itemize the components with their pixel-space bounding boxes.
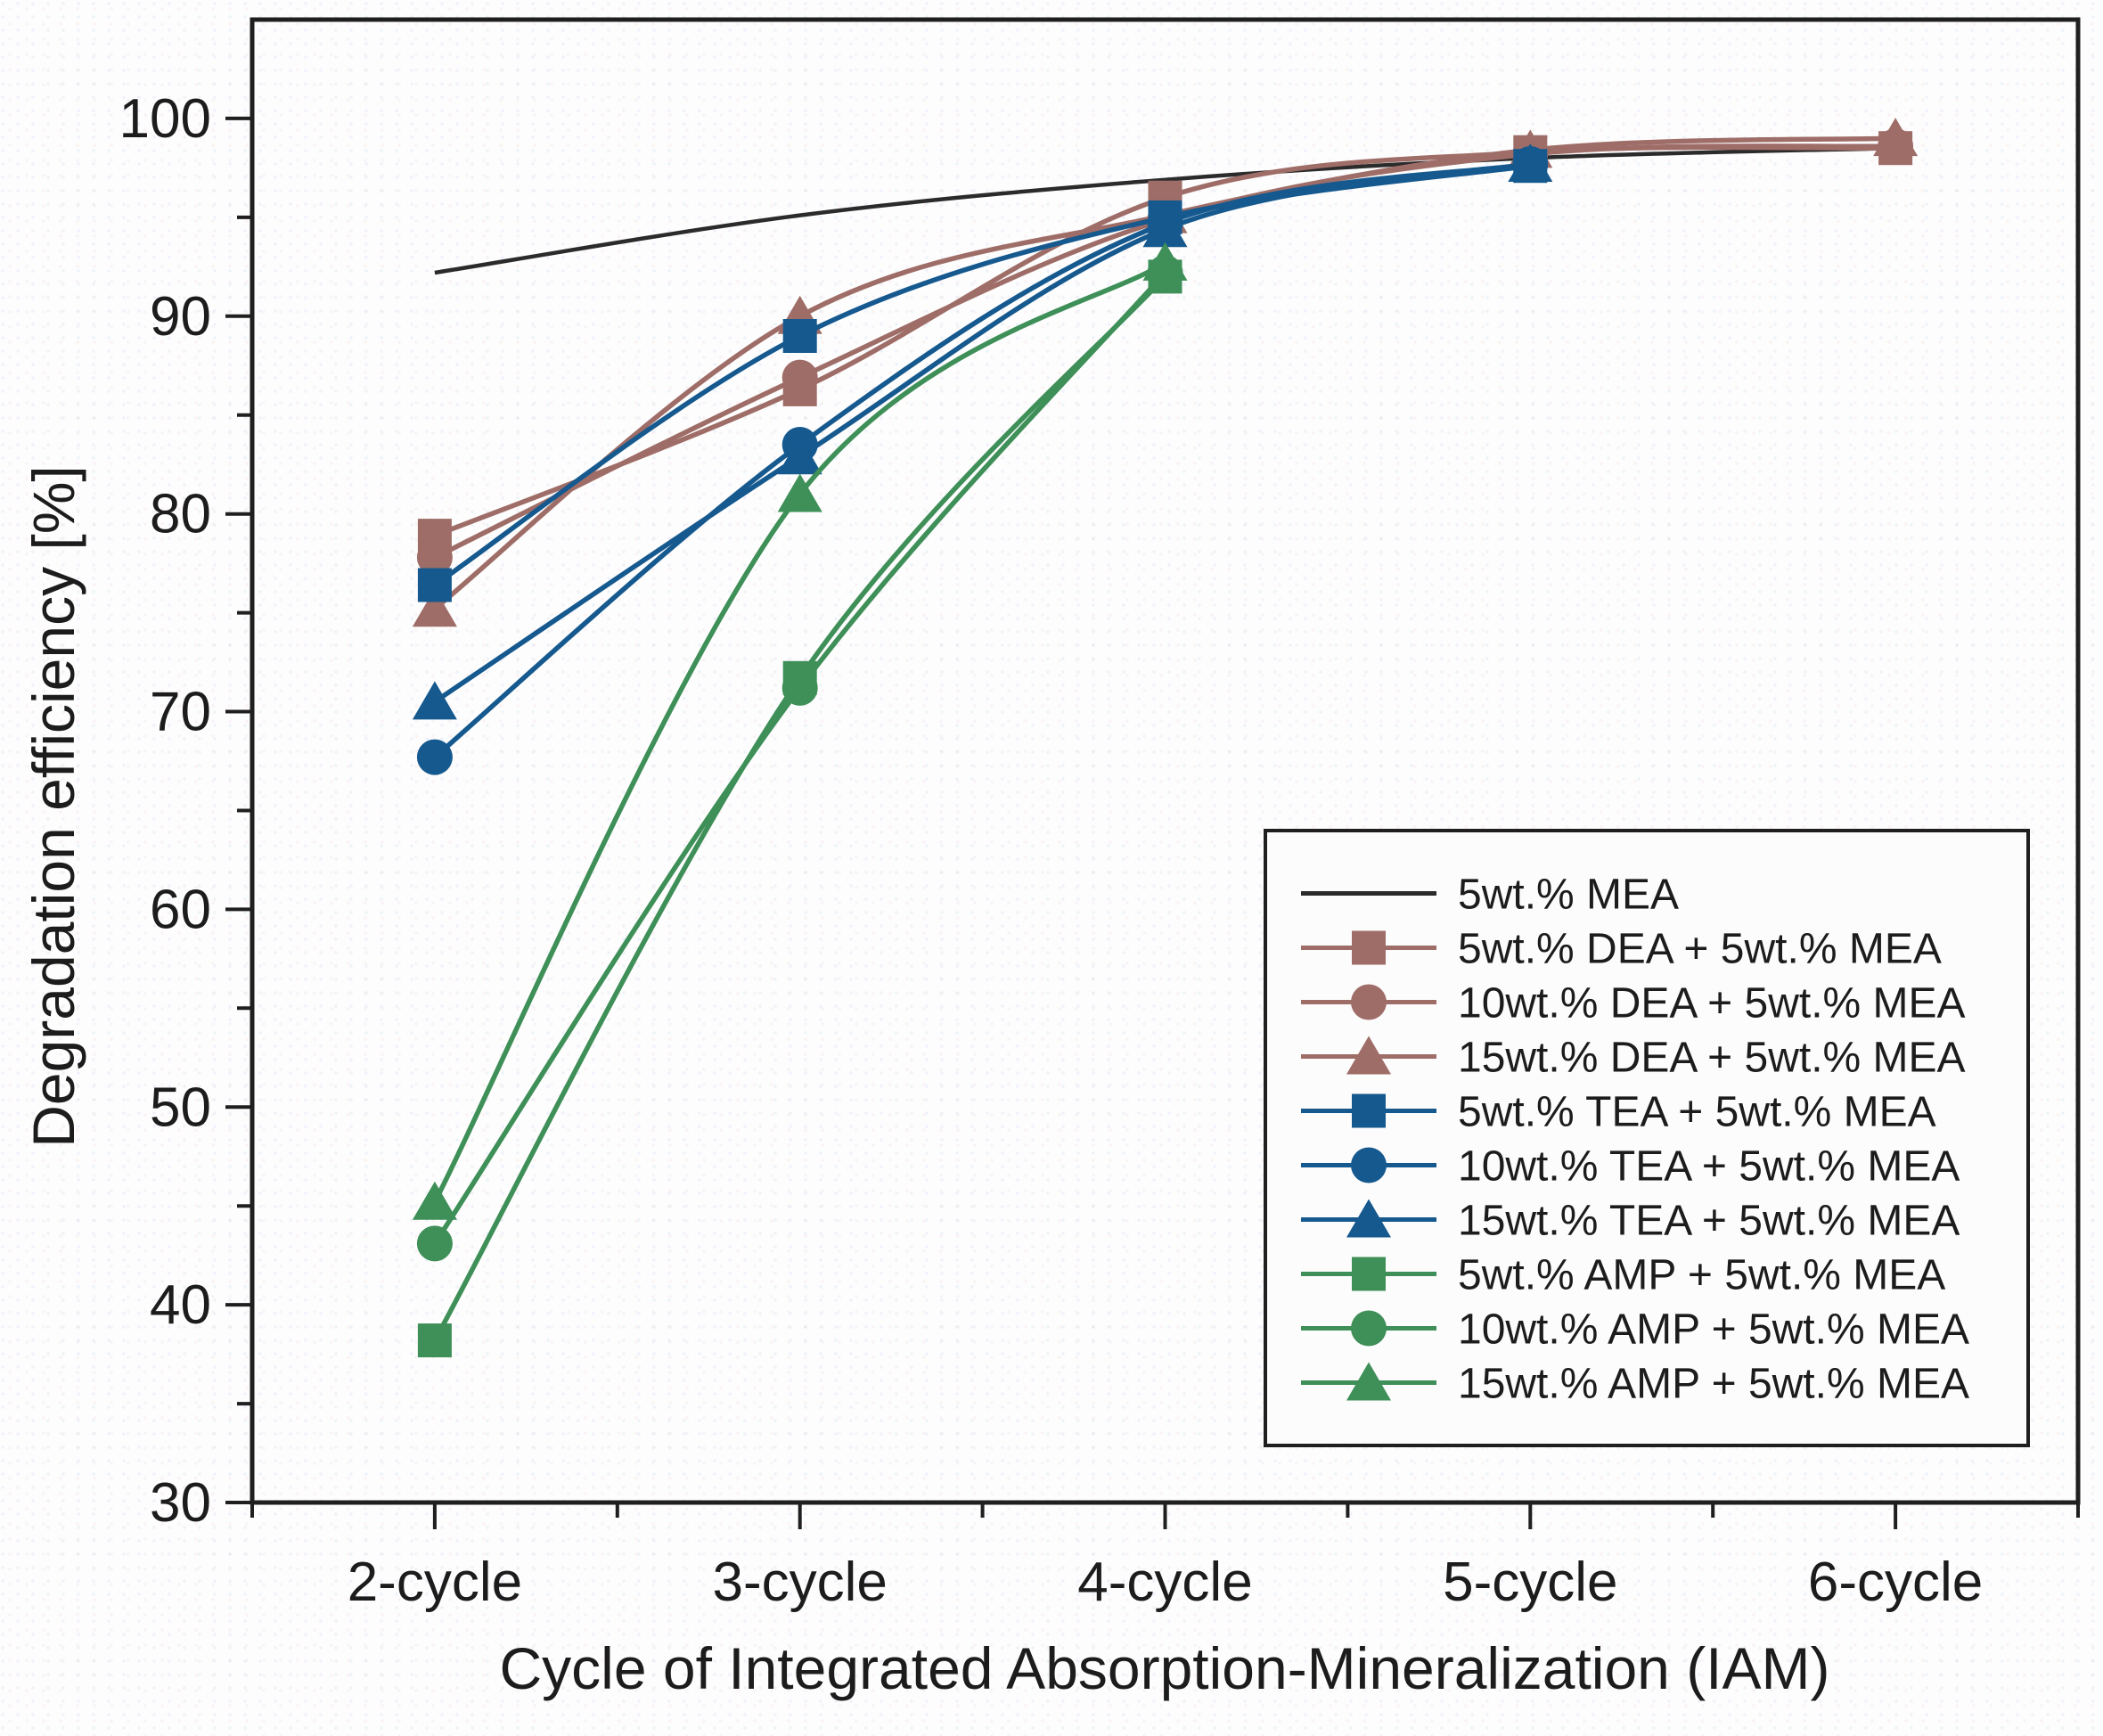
legend-marker-circle (1351, 984, 1387, 1020)
legend-marker-triangle (1346, 1199, 1391, 1238)
legend-entry-label: 15wt.% TEA + 5wt.% MEA (1458, 1198, 1960, 1245)
series-2-marker-circle (416, 539, 453, 576)
x-axis-tick-label: 4-cycle (1077, 1552, 1252, 1613)
legend-marker-circle (1351, 1310, 1387, 1347)
series-9-marker-triangle (1142, 242, 1188, 281)
legend-entry-label: 15wt.% DEA + 5wt.% MEA (1458, 1035, 1966, 1082)
series-line-9 (432, 260, 1166, 1204)
legend-entry-label: 10wt.% AMP + 5wt.% MEA (1458, 1306, 1969, 1354)
plot-frame (250, 17, 2081, 1505)
series-2-marker-circle (781, 359, 818, 396)
series-9-marker-triangle (412, 1181, 457, 1220)
legend-marker-square (1352, 930, 1386, 965)
series-line-0 (434, 145, 1896, 275)
legend-marker-square (1352, 1257, 1386, 1291)
y-axis-tick-label: 40 (150, 1274, 211, 1336)
series-6-marker-triangle (1508, 143, 1553, 182)
legend-entry-label: 10wt.% TEA + 5wt.% MEA (1458, 1143, 1960, 1191)
series-line-8 (432, 271, 1167, 1245)
y-axis-tick-label: 80 (150, 484, 211, 545)
x-axis-tick-label: 5-cycle (1443, 1552, 1617, 1613)
series-line-5 (433, 161, 1531, 759)
legend-marker-square (1352, 1093, 1386, 1128)
legend-entry-label: 15wt.% AMP + 5wt.% MEA (1458, 1361, 1969, 1408)
y-axis-tick-label: 50 (150, 1077, 211, 1138)
x-axis-tick-label: 6-cycle (1808, 1552, 1983, 1613)
series-3-marker-triangle (1873, 118, 1919, 157)
y-axis-tick-label: 100 (119, 88, 211, 150)
legend-marker-circle (1351, 1147, 1387, 1183)
series-4-marker-square (782, 319, 817, 353)
y-axis-tick-label: 60 (150, 879, 211, 940)
series-6-marker-triangle (1142, 209, 1188, 248)
y-axis-title: Degradation efficiency [%] (20, 465, 86, 1148)
y-axis-tick-label: 30 (150, 1472, 211, 1534)
x-axis-title: Cycle of Integrated Absorption-Mineraliz… (499, 1635, 1830, 1701)
series-line-6 (433, 161, 1531, 704)
legend-marker-triangle (1346, 1362, 1391, 1401)
x-axis-tick-label: 3-cycle (713, 1552, 888, 1613)
x-axis-tick-label: 2-cycle (348, 1552, 522, 1613)
legend-entry-label: 5wt.% MEA (1458, 872, 1679, 919)
series-8-marker-circle (781, 669, 818, 706)
legend-box (1264, 829, 2030, 1447)
series-line-7 (432, 274, 1167, 1342)
series-7-marker-square (417, 1323, 452, 1358)
legend-entry-label: 5wt.% DEA + 5wt.% MEA (1458, 926, 1942, 973)
series-6-marker-triangle (777, 436, 822, 475)
legend-marker-triangle (1346, 1036, 1391, 1075)
series-4-marker-square (417, 568, 452, 602)
legend-entry-label: 5wt.% TEA + 5wt.% MEA (1458, 1089, 1936, 1136)
series-line-4 (433, 163, 1531, 587)
series-6-marker-triangle (412, 681, 457, 720)
y-axis-tick-label: 70 (150, 682, 211, 743)
legend-entry-label: 10wt.% DEA + 5wt.% MEA (1458, 980, 1966, 1028)
y-axis-tick-label: 90 (150, 286, 211, 348)
series-5-marker-circle (416, 739, 453, 775)
legend-entry-label: 5wt.% AMP + 5wt.% MEA (1458, 1252, 1945, 1299)
series-8-marker-circle (416, 1225, 453, 1262)
series-3-marker-triangle (412, 588, 457, 627)
series-9-marker-triangle (777, 473, 822, 512)
